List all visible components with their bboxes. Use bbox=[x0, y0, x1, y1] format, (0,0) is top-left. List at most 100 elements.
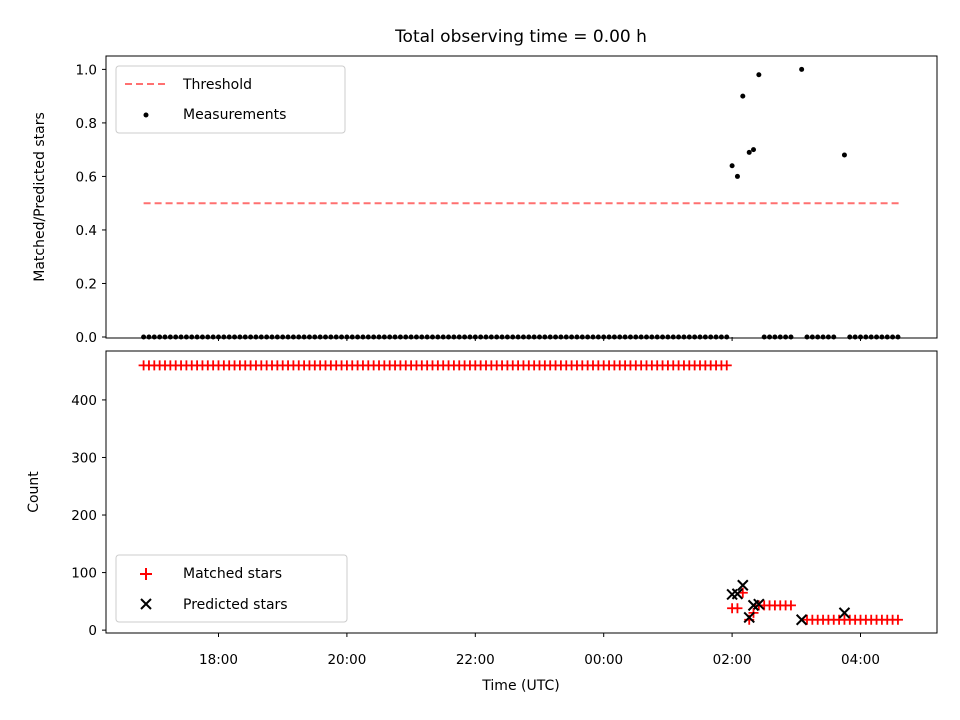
legend-predicted-swatch bbox=[140, 598, 152, 610]
measurement-point bbox=[895, 334, 901, 340]
measurement-point bbox=[734, 173, 740, 179]
predicted-star-point bbox=[743, 611, 755, 624]
chart-title: Total observing time = 0.00 h bbox=[394, 27, 647, 47]
bottom-panel: 0 100 200 300 400 18:00 20:00 22:00 00:00 02:00 0… bbox=[26, 350, 938, 694]
measurement-point bbox=[467, 334, 473, 340]
measurement-point bbox=[890, 334, 896, 340]
measurement-point bbox=[430, 334, 435, 340]
measurement-point bbox=[724, 334, 730, 340]
x-tick-label: 02:00 bbox=[713, 652, 752, 668]
measurement-point bbox=[323, 334, 328, 340]
predicted-star-point bbox=[838, 607, 851, 619]
measurement-point bbox=[542, 334, 548, 340]
measurement-point bbox=[280, 334, 286, 340]
measurement-point bbox=[558, 334, 564, 340]
measurement-point bbox=[178, 334, 184, 340]
measurement-point bbox=[173, 334, 179, 340]
top-y-axis: 0.0 0.2 0.4 0.6 0.8 1.0 bbox=[76, 62, 106, 346]
measurement-point bbox=[526, 334, 532, 340]
measurement-point bbox=[408, 334, 414, 340]
bottom-legend-box bbox=[115, 554, 348, 623]
legend-threshold-label: Threshold bbox=[182, 77, 252, 93]
measurement-point bbox=[879, 334, 885, 340]
measurement-point bbox=[863, 334, 869, 340]
measurement-point bbox=[563, 334, 569, 340]
measurement-point bbox=[371, 334, 377, 340]
measurement-point bbox=[606, 334, 612, 340]
top-panel: Total observing time = 0.00 h 0.00.20.40… bbox=[32, 27, 938, 346]
measurement-point bbox=[456, 334, 462, 340]
measurement-point bbox=[483, 334, 489, 340]
measurement-point bbox=[788, 334, 794, 340]
measurement-point bbox=[349, 334, 355, 340]
measurement-point bbox=[547, 334, 553, 340]
bottom-panel-frame bbox=[105, 350, 938, 634]
bottom-y-tick-label: 100 bbox=[71, 566, 97, 582]
measurement-point bbox=[665, 334, 671, 340]
measurement-point bbox=[285, 334, 291, 340]
predicted-star-point bbox=[795, 614, 808, 626]
measurement-point bbox=[740, 93, 746, 99]
predicted-star-point bbox=[737, 579, 749, 591]
legend-matched-swatch bbox=[140, 568, 152, 580]
measurement-point bbox=[574, 334, 580, 340]
measurement-point bbox=[681, 334, 687, 340]
measurement-point bbox=[585, 334, 591, 340]
measurement-point bbox=[301, 334, 307, 340]
measurement-point bbox=[553, 334, 559, 340]
measurement-point bbox=[510, 334, 516, 340]
top-y-tick-label: 0.6 bbox=[76, 169, 97, 185]
x-tick-label: 18:00 bbox=[199, 652, 238, 668]
measurement-point bbox=[761, 334, 767, 340]
x-tick-label: 04:00 bbox=[841, 652, 880, 668]
measurement-point bbox=[237, 334, 243, 340]
measurement-point bbox=[767, 334, 773, 340]
measurement-point bbox=[633, 334, 639, 340]
measurement-point bbox=[590, 334, 596, 340]
legend-measurements-swatch bbox=[143, 112, 149, 118]
bottom-y-axis: 0 100 200 300 400 bbox=[71, 393, 106, 639]
measurement-point bbox=[579, 334, 585, 340]
x-tick-label: 00:00 bbox=[584, 652, 623, 668]
top-x-ticks bbox=[218, 337, 861, 341]
measurement-point bbox=[151, 334, 157, 340]
measurement-point bbox=[702, 334, 708, 340]
measurement-point bbox=[804, 334, 810, 340]
measurement-point bbox=[440, 334, 446, 340]
measurement-point bbox=[392, 334, 398, 340]
measurement-point bbox=[424, 334, 430, 340]
measurement-point bbox=[296, 334, 302, 340]
x-axis-label: Time (UTC) bbox=[481, 678, 559, 694]
measurement-point bbox=[183, 334, 189, 340]
measurement-point bbox=[478, 334, 484, 340]
measurement-point bbox=[199, 334, 205, 340]
measurement-point bbox=[446, 334, 452, 340]
measurement-point bbox=[306, 334, 312, 340]
measurement-point bbox=[167, 334, 173, 340]
measurement-point bbox=[520, 334, 526, 340]
measurement-point bbox=[253, 334, 259, 340]
measurement-point bbox=[777, 334, 783, 340]
measurement-point bbox=[884, 334, 890, 340]
measurement-point bbox=[799, 66, 805, 72]
measurement-point bbox=[221, 334, 227, 340]
measurement-point bbox=[852, 334, 858, 340]
measurement-point bbox=[333, 334, 339, 340]
measurement-point bbox=[376, 334, 382, 340]
measurement-point bbox=[537, 334, 542, 340]
bottom-y-tick-label: 300 bbox=[71, 450, 97, 466]
measurement-point bbox=[339, 334, 345, 340]
measurement-point bbox=[809, 334, 815, 340]
measurement-point bbox=[435, 334, 441, 340]
top-legend: Threshold Measurements bbox=[115, 65, 346, 134]
bottom-panel-marks bbox=[138, 360, 903, 626]
measurement-point bbox=[772, 334, 778, 340]
measurement-point bbox=[627, 334, 633, 340]
measurement-point bbox=[312, 334, 318, 340]
top-y-axis-label: Matched/Predicted stars bbox=[32, 112, 48, 282]
measurement-point bbox=[718, 334, 724, 340]
measurement-point bbox=[569, 334, 575, 340]
legend-matched-label: Matched stars bbox=[183, 566, 282, 582]
measurement-point bbox=[874, 334, 880, 340]
